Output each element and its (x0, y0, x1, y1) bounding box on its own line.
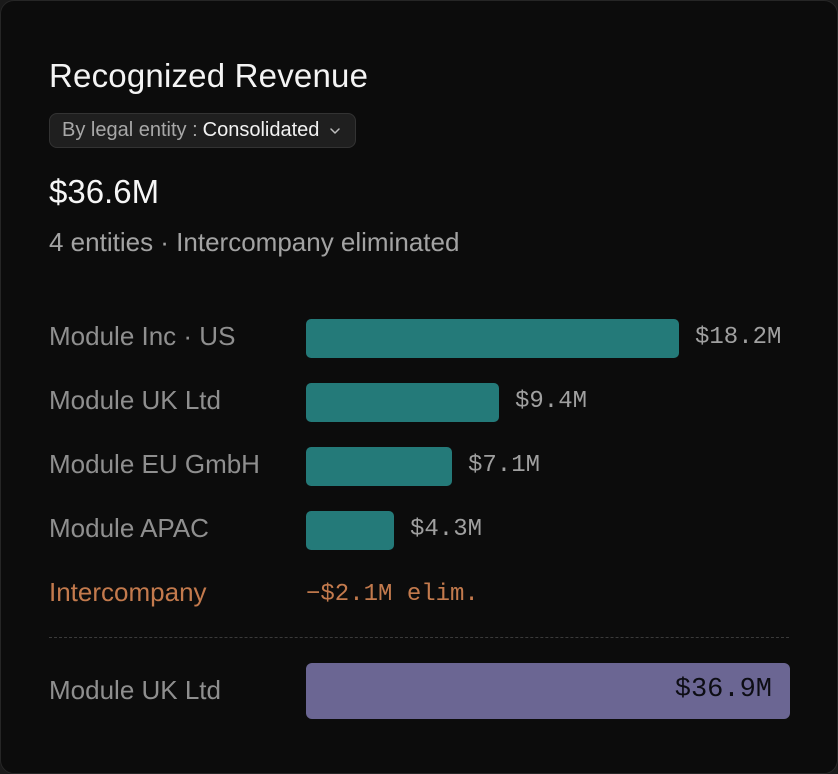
entity-bar (306, 319, 679, 358)
card-title: Recognized Revenue (49, 57, 369, 94)
entity-value-label: $4.3M (410, 516, 483, 543)
selector-prefix: By legal entity : (62, 119, 198, 141)
revenue-subtitle: 4 entities · Intercompany eliminated (49, 227, 460, 257)
entity-value-label: $9.4M (515, 388, 588, 415)
total-revenue: $36.6M (49, 173, 160, 210)
entity-value-label: $18.2M (695, 324, 782, 351)
divider (49, 637, 789, 638)
entity-label: Module APAC (49, 513, 209, 543)
entity-bar (306, 511, 394, 550)
entity-value-label: $7.1M (468, 452, 541, 479)
chevron-down-icon (330, 127, 341, 134)
total-bar: $36.9M (306, 663, 790, 719)
entity-bar (306, 447, 452, 486)
intercompany-label: Intercompany (49, 577, 207, 607)
total-row-label: Module UK Ltd (49, 675, 221, 705)
entity-label: Module EU GmbH (49, 449, 260, 479)
entity-bar (306, 383, 499, 422)
legal-entity-selector[interactable]: By legal entity : Consolidated (49, 113, 357, 148)
entity-label: Module UK Ltd (49, 385, 221, 415)
intercompany-value: −$2.1M elim. (306, 581, 479, 608)
total-bar-value: $36.9M (674, 675, 772, 705)
entity-label: Module Inc · US (49, 321, 236, 351)
selector-value: Consolidated (202, 119, 320, 141)
